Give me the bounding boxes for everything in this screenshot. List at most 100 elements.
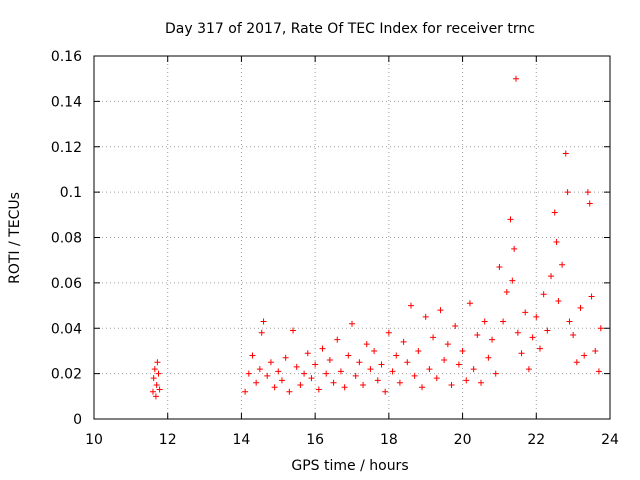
data-point — [511, 245, 518, 252]
y-tick-label: 0.02 — [51, 367, 82, 383]
y-tick-label: 0.16 — [51, 49, 82, 65]
data-point — [382, 388, 389, 395]
y-tick-label: 0.06 — [51, 276, 82, 292]
data-point — [242, 388, 249, 395]
data-point — [489, 336, 496, 343]
data-point — [258, 329, 265, 336]
data-point — [540, 291, 547, 298]
data-point — [553, 239, 560, 246]
y-tick-label: 0 — [73, 412, 82, 428]
data-point — [595, 368, 602, 375]
x-tick-label: 22 — [527, 432, 545, 448]
data-point — [385, 329, 392, 336]
data-point — [437, 307, 444, 314]
data-point — [522, 309, 529, 316]
data-point — [151, 366, 158, 373]
data-point — [371, 347, 378, 354]
data-point — [367, 366, 374, 373]
data-point — [374, 377, 381, 384]
data-point — [459, 347, 466, 354]
data-point — [341, 384, 348, 391]
data-point — [154, 359, 161, 366]
data-point — [570, 332, 577, 339]
data-point — [433, 375, 440, 382]
data-point — [514, 329, 521, 336]
data-point — [562, 150, 569, 157]
data-point — [485, 354, 492, 361]
data-point — [245, 370, 252, 377]
plot-frame — [93, 55, 611, 420]
data-point — [422, 313, 429, 320]
data-point — [267, 359, 274, 366]
data-point — [301, 370, 308, 377]
data-point — [152, 393, 159, 400]
data-point — [256, 366, 263, 373]
x-tick-label: 10 — [85, 432, 103, 448]
grid-lines — [94, 56, 610, 419]
data-point — [290, 327, 297, 334]
data-point — [249, 352, 256, 359]
data-point — [323, 370, 330, 377]
data-point — [559, 261, 566, 268]
data-point — [153, 381, 160, 388]
data-point — [518, 350, 525, 357]
data-point — [503, 288, 510, 295]
y-tick-label: 0.1 — [60, 185, 82, 201]
x-tick-label: 16 — [306, 432, 324, 448]
data-point — [452, 322, 459, 329]
data-point — [478, 379, 484, 386]
data-point — [529, 334, 536, 341]
data-point — [544, 327, 551, 334]
x-tick-label: 20 — [454, 432, 472, 448]
data-point — [349, 320, 355, 327]
data-point — [400, 338, 407, 345]
data-point — [315, 386, 322, 393]
data-point — [312, 361, 319, 368]
data-point — [507, 216, 514, 223]
data-point — [492, 370, 499, 377]
y-tick-labels: 0 0.02 0.04 0.06 0.08 0.1 0.12 0.14 0.16 — [51, 49, 82, 428]
data-point — [581, 352, 588, 359]
data-point — [319, 345, 326, 352]
y-tick-label: 0.08 — [51, 231, 82, 247]
x-tick-label: 14 — [233, 432, 251, 448]
data-point — [496, 263, 503, 270]
data-point — [592, 347, 599, 354]
data-point — [419, 384, 426, 391]
data-point — [586, 200, 593, 207]
data-point — [513, 75, 520, 82]
data-point — [597, 325, 604, 332]
data-point — [474, 332, 481, 339]
data-point — [577, 304, 584, 311]
data-point — [411, 372, 418, 379]
data-point — [304, 350, 311, 357]
data-point — [337, 368, 344, 375]
data-point — [260, 318, 267, 325]
x-tick-label: 24 — [601, 432, 619, 448]
data-point — [500, 318, 507, 325]
data-point — [407, 302, 414, 309]
data-point — [551, 209, 558, 216]
data-point — [555, 298, 562, 305]
data-point — [345, 352, 352, 359]
data-point — [466, 300, 473, 307]
data-point — [404, 359, 411, 366]
data-point — [415, 347, 422, 354]
x-tick-label: 18 — [380, 432, 398, 448]
data-point — [275, 368, 282, 375]
x-axis-label: GPS time / hours — [291, 458, 408, 474]
data-points — [149, 75, 604, 400]
chart-title: Day 317 of 2017, Rate Of TEC Index for r… — [165, 21, 535, 37]
data-point — [149, 388, 156, 395]
data-point — [536, 345, 543, 352]
data-point — [455, 361, 462, 368]
data-point — [330, 379, 337, 386]
data-point — [573, 359, 580, 366]
data-point — [360, 381, 367, 388]
data-point — [155, 370, 162, 377]
data-point — [566, 318, 573, 325]
data-point — [448, 381, 455, 388]
data-point — [548, 273, 555, 280]
data-point — [564, 189, 571, 196]
